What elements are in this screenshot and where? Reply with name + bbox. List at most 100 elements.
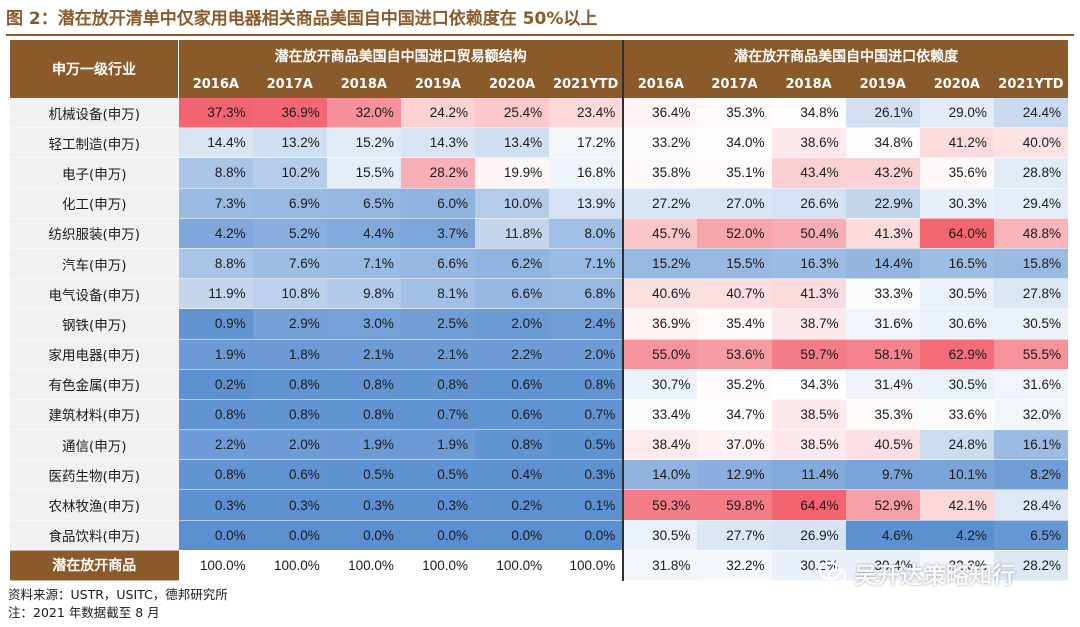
industry-label: 农林牧渔(申万) xyxy=(10,489,179,521)
heat-cell-structure: 7.1% xyxy=(326,248,401,280)
heat-cell-structure: 6.6% xyxy=(400,248,475,280)
heat-cell-dependence: 32.2% xyxy=(697,550,772,582)
heat-cell-structure: 13.9% xyxy=(549,188,624,219)
heat-cell-dependence: 41.3% xyxy=(845,218,920,249)
heat-cell-dependence: 59.7% xyxy=(771,339,846,370)
group-a-title: 潜在放开商品美国自中国进口贸易额结构 xyxy=(178,40,624,71)
heat-cell-structure: 0.0% xyxy=(178,520,253,551)
heat-cell-dependence: 34.8% xyxy=(771,98,846,129)
heat-cell-dependence: 15.2% xyxy=(622,248,698,280)
heat-cell-dependence: 55.0% xyxy=(622,339,698,370)
heat-cell-structure: 13.2% xyxy=(252,127,327,159)
heat-cell-dependence: 48.8% xyxy=(993,218,1068,249)
heat-cell-dependence: 37.0% xyxy=(697,429,772,461)
heat-cell-dependence: 52.0% xyxy=(697,218,772,249)
heat-cell-structure: 3.7% xyxy=(400,218,475,249)
heat-cell-dependence: 14.0% xyxy=(622,459,698,491)
heat-cell-structure: 0.8% xyxy=(178,399,253,431)
table-row: 农林牧渔(申万) 0.3% 0.3% 0.3% 0.3% 0.2% 0.1% 59.3% 59.… xyxy=(10,489,1068,521)
heat-cell-structure: 1.8% xyxy=(252,339,327,370)
heat-cell-structure: 0.7% xyxy=(400,399,475,431)
heat-cell-structure: 4.4% xyxy=(326,218,401,249)
table-row: 有色金属(申万) 0.2% 0.8% 0.8% 0.8% 0.6% 0.8% 30.7% 35.… xyxy=(10,369,1068,400)
heat-cell-structure: 6.5% xyxy=(326,188,401,219)
total-row: 潜在放开商品 100.0% 100.0% 100.0% 100.0% 100.0% 100.… xyxy=(10,550,1068,582)
heat-cell-dependence: 40.5% xyxy=(845,429,920,461)
heat-cell-structure: 100.0% xyxy=(252,550,327,582)
heat-cell-dependence: 27.7% xyxy=(697,520,772,551)
heat-cell-dependence: 34.3% xyxy=(771,369,846,400)
heat-cell-structure: 2.9% xyxy=(252,308,327,340)
wechat-icon xyxy=(818,561,847,584)
heat-cell-structure: 16.8% xyxy=(549,157,624,189)
heat-cell-dependence: 35.4% xyxy=(697,308,772,340)
heat-cell-structure: 0.8% xyxy=(252,399,327,431)
heat-cell-dependence: 38.5% xyxy=(771,399,846,431)
heat-cell-dependence: 26.9% xyxy=(771,520,846,551)
table-row: 家用电器(申万) 1.9% 1.8% 2.1% 2.1% 2.2% 2.0% 55.0% 53.… xyxy=(10,339,1068,370)
heat-cell-structure: 100.0% xyxy=(178,550,253,582)
industry-label: 纺织服装(申万) xyxy=(10,218,179,249)
year-header-structure-2016A: 2016A xyxy=(178,71,253,98)
heat-cell-structure: 100.0% xyxy=(475,550,550,582)
heat-cell-dependence: 30.5% xyxy=(993,308,1068,340)
heat-cell-dependence: 53.6% xyxy=(697,339,772,370)
heat-cell-dependence: 9.7% xyxy=(845,459,920,491)
heat-cell-structure: 0.5% xyxy=(400,459,475,491)
heat-cell-structure: 10.8% xyxy=(252,278,327,310)
industry-label: 通信(申万) xyxy=(10,429,179,461)
title-rule xyxy=(6,34,1074,36)
heat-cell-dependence: 41.2% xyxy=(919,127,994,159)
heat-cell-structure: 2.1% xyxy=(400,339,475,370)
industry-label: 化工(申万) xyxy=(10,188,179,219)
heat-cell-dependence: 38.6% xyxy=(771,127,846,159)
group-b-title: 潜在放开商品美国自中国进口依赖度 xyxy=(622,40,1068,71)
heat-cell-dependence: 27.0% xyxy=(697,188,772,219)
heat-cell-dependence: 40.6% xyxy=(622,278,698,310)
heat-cell-structure: 0.9% xyxy=(178,308,253,340)
watermark: 吴开达策略知行 xyxy=(818,558,1015,589)
heat-cell-dependence: 40.7% xyxy=(697,278,772,310)
heat-cell-structure: 32.0% xyxy=(326,98,401,129)
heat-cell-dependence: 33.6% xyxy=(919,399,994,431)
heat-cell-structure: 0.8% xyxy=(475,429,550,461)
heat-cell-dependence: 45.7% xyxy=(622,218,698,249)
industry-label: 电子(申万) xyxy=(10,157,179,189)
industry-label: 建筑材料(申万) xyxy=(10,399,179,431)
heat-cell-dependence: 64.4% xyxy=(771,489,846,521)
year-header-dependence-2019A: 2019A xyxy=(845,71,920,98)
heat-cell-structure: 0.0% xyxy=(400,520,475,551)
heat-cell-dependence: 28.4% xyxy=(993,489,1068,521)
heat-cell-structure: 0.6% xyxy=(475,369,550,400)
heat-cell-dependence: 31.8% xyxy=(622,550,698,582)
heat-cell-structure: 13.4% xyxy=(475,127,550,159)
heat-cell-dependence: 35.2% xyxy=(697,369,772,400)
heat-cell-structure: 2.0% xyxy=(549,339,624,370)
heat-cell-structure: 0.4% xyxy=(475,459,550,491)
heat-cell-dependence: 58.1% xyxy=(845,339,920,370)
heat-cell-dependence: 59.3% xyxy=(622,489,698,521)
heat-cell-structure: 0.0% xyxy=(252,520,327,551)
heat-cell-structure: 100.0% xyxy=(549,550,624,582)
heat-cell-dependence: 43.2% xyxy=(845,157,920,189)
heat-cell-dependence: 34.8% xyxy=(845,127,920,159)
heat-cell-dependence: 36.4% xyxy=(622,98,698,129)
heat-cell-dependence: 24.4% xyxy=(993,98,1068,129)
heat-cell-dependence: 38.4% xyxy=(622,429,698,461)
heat-cell-structure: 7.3% xyxy=(178,188,253,219)
heat-cell-dependence: 41.3% xyxy=(771,278,846,310)
year-header-structure-2017A: 2017A xyxy=(252,71,327,98)
date-note: 注：2021 年数据截至 8 月 xyxy=(8,605,160,620)
table-row: 食品饮料(申万) 0.0% 0.0% 0.0% 0.0% 0.0% 0.0% 30.5% 27.… xyxy=(10,520,1068,551)
heat-cell-structure: 0.2% xyxy=(475,489,550,521)
heat-cell-structure: 9.8% xyxy=(326,278,401,310)
heat-cell-structure: 10.2% xyxy=(252,157,327,189)
industry-label: 机械设备(申万) xyxy=(10,98,179,129)
heat-cell-structure: 0.3% xyxy=(252,489,327,521)
heat-cell-structure: 2.2% xyxy=(475,339,550,370)
heat-cell-structure: 7.1% xyxy=(549,248,624,280)
heat-cell-structure: 19.9% xyxy=(475,157,550,189)
heat-cell-structure: 36.9% xyxy=(252,98,327,129)
industry-label: 电气设备(申万) xyxy=(10,278,179,310)
heat-cell-dependence: 33.4% xyxy=(622,399,698,431)
